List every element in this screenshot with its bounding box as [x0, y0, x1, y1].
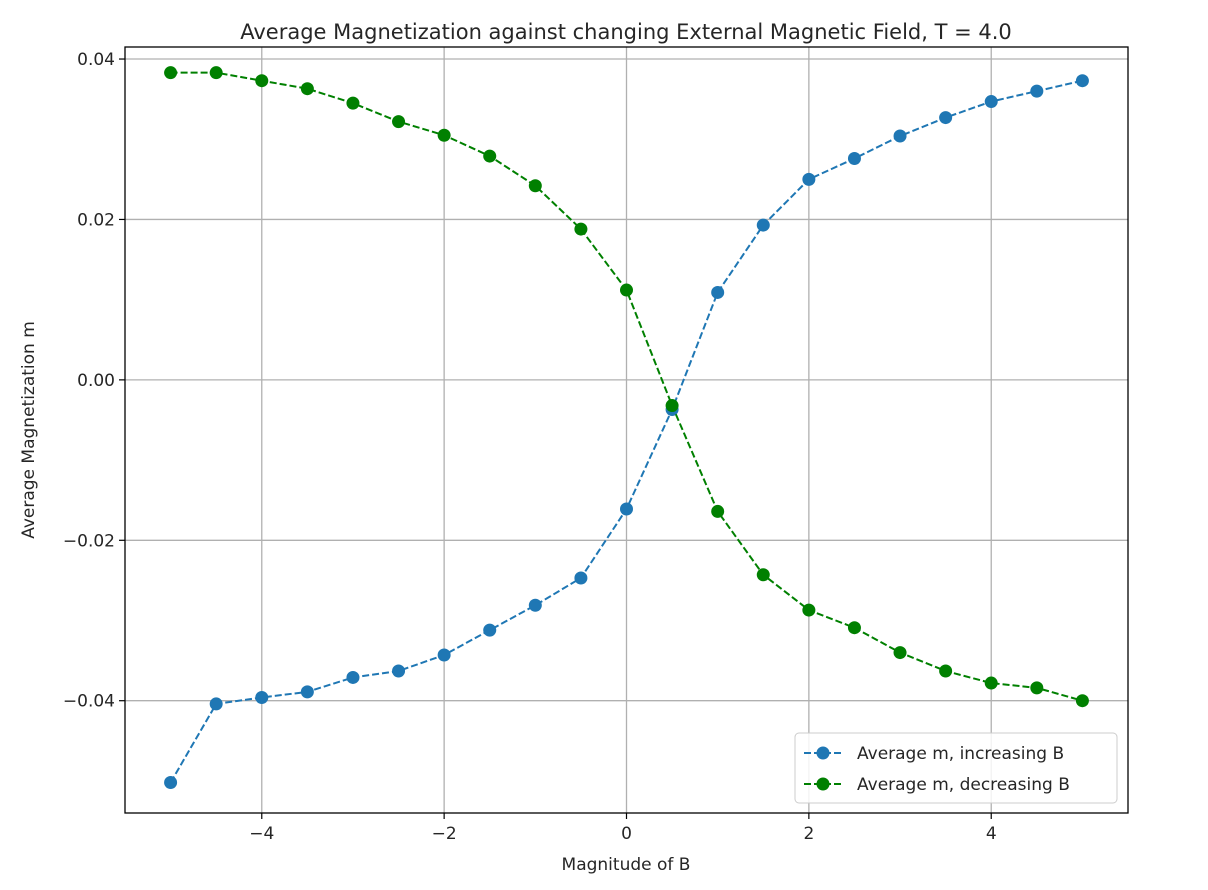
- data-point: [893, 646, 907, 660]
- data-point: [209, 66, 223, 80]
- data-point: [984, 95, 998, 109]
- data-point: [984, 676, 998, 690]
- series-increasing-b: [164, 74, 1089, 790]
- data-point: [437, 648, 451, 662]
- data-point: [255, 690, 269, 704]
- x-axis-label: Magnitude of B: [562, 855, 691, 875]
- data-point: [711, 504, 725, 518]
- data-point: [802, 603, 816, 617]
- y-tick-label: 0.00: [77, 371, 115, 391]
- series-layer: [164, 66, 1089, 790]
- data-point: [756, 568, 770, 582]
- data-point: [893, 129, 907, 143]
- y-tick-label: 0.04: [77, 50, 115, 70]
- x-axis-ticks: −4 −2 0 2 4: [249, 813, 997, 844]
- x-tick-label: 0: [621, 824, 632, 844]
- legend: Average m, increasing B Average m, decrea…: [794, 732, 1118, 804]
- legend-label: Average m, decreasing B: [857, 775, 1070, 795]
- data-point: [939, 664, 953, 678]
- legend-entry: Average m, increasing B: [804, 744, 1064, 764]
- data-point: [483, 149, 497, 163]
- y-axis-label: Average Magnetization m: [19, 321, 39, 539]
- data-point: [847, 151, 861, 165]
- data-point: [483, 623, 497, 637]
- data-point: [756, 218, 770, 232]
- data-point: [711, 285, 725, 299]
- data-point: [209, 697, 223, 711]
- x-tick-label: −4: [249, 824, 274, 844]
- data-point: [528, 598, 542, 612]
- legend-marker: [816, 746, 830, 760]
- data-point: [847, 621, 861, 635]
- data-point: [1030, 681, 1044, 695]
- data-point: [574, 222, 588, 236]
- data-point: [437, 128, 451, 142]
- x-tick-label: −2: [432, 824, 457, 844]
- x-tick-label: 4: [986, 824, 997, 844]
- data-point: [802, 172, 816, 186]
- series-decreasing-b: [164, 66, 1089, 708]
- data-point: [346, 670, 360, 684]
- data-point: [392, 115, 406, 129]
- data-point: [939, 111, 953, 125]
- data-point: [255, 74, 269, 88]
- data-point: [528, 179, 542, 193]
- data-point: [1075, 694, 1089, 708]
- legend-entry: Average m, decreasing B: [804, 775, 1070, 795]
- data-point: [300, 685, 314, 699]
- legend-marker: [816, 777, 830, 791]
- y-tick-label: −0.02: [63, 531, 115, 551]
- data-point: [164, 66, 178, 80]
- grid: [125, 47, 1128, 813]
- data-point: [665, 399, 679, 413]
- x-tick-label: 2: [803, 824, 814, 844]
- data-point: [620, 502, 633, 516]
- legend-label: Average m, increasing B: [857, 744, 1064, 764]
- chart-title: Average Magnetization against changing E…: [240, 20, 1012, 44]
- legend-box: [794, 732, 1118, 804]
- data-point: [620, 283, 633, 297]
- data-point: [574, 571, 588, 585]
- y-axis-ticks: 0.04 0.02 0.00 −0.02 −0.04: [63, 50, 125, 712]
- data-point: [300, 82, 314, 96]
- data-point: [1030, 84, 1044, 98]
- data-point: [1075, 74, 1089, 88]
- data-point: [164, 776, 178, 790]
- data-point: [392, 664, 406, 678]
- y-tick-label: 0.02: [77, 210, 115, 230]
- y-tick-label: −0.04: [63, 692, 115, 712]
- data-point: [346, 96, 360, 110]
